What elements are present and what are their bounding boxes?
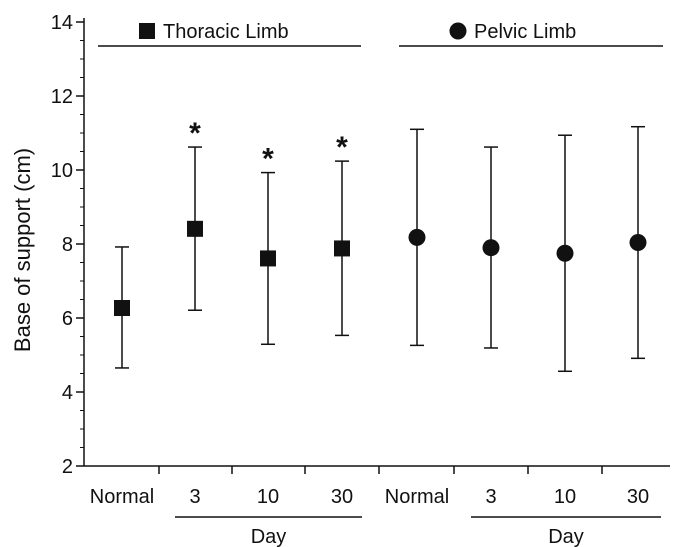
data-point-circle <box>408 228 426 246</box>
y-tick-label: 8 <box>62 234 73 256</box>
significance-marker: * <box>336 131 348 164</box>
x-category-label: 3 <box>485 486 496 508</box>
y-tick-label: 6 <box>62 308 73 330</box>
x-category-label: 3 <box>189 486 200 508</box>
significance-marker: * <box>262 143 274 176</box>
x-category-label: Normal <box>90 486 154 508</box>
legend-series-name: Thoracic Limb <box>163 21 289 43</box>
data-point-circle <box>482 239 500 257</box>
data-point-square <box>187 220 203 237</box>
legend: Thoracic Limb Pelvic Limb <box>98 21 663 47</box>
axes: 2 4 6 8 10 12 14 Normal 3 10 30 Normal 3 10 30 Day Day <box>51 12 670 547</box>
y-tick-label: 10 <box>51 160 73 182</box>
legend-circle-marker <box>449 22 467 40</box>
legend-square-marker <box>139 23 155 39</box>
day-label: Day <box>251 526 287 547</box>
y-tick-label: 4 <box>62 382 73 404</box>
x-category-label: 10 <box>257 486 279 508</box>
day-label: Day <box>548 526 584 547</box>
data-point-circle <box>556 244 574 262</box>
significance-marker: * <box>189 117 201 150</box>
data-marks: * * * <box>114 117 647 373</box>
data-point-square <box>334 240 350 257</box>
y-axis-title: Base of support (cm) <box>10 148 35 352</box>
x-category-label: 30 <box>331 486 353 508</box>
x-category-label: 30 <box>627 486 649 508</box>
x-category-label: Normal <box>385 486 449 508</box>
y-tick-label: 2 <box>62 456 73 478</box>
data-point-square <box>114 300 130 317</box>
data-point-circle <box>629 234 647 252</box>
y-tick-label: 14 <box>51 12 73 34</box>
y-tick-label: 12 <box>51 86 73 108</box>
legend-series-name: Pelvic Limb <box>474 21 576 43</box>
data-point-square <box>260 250 276 267</box>
x-category-label: 10 <box>554 486 576 508</box>
